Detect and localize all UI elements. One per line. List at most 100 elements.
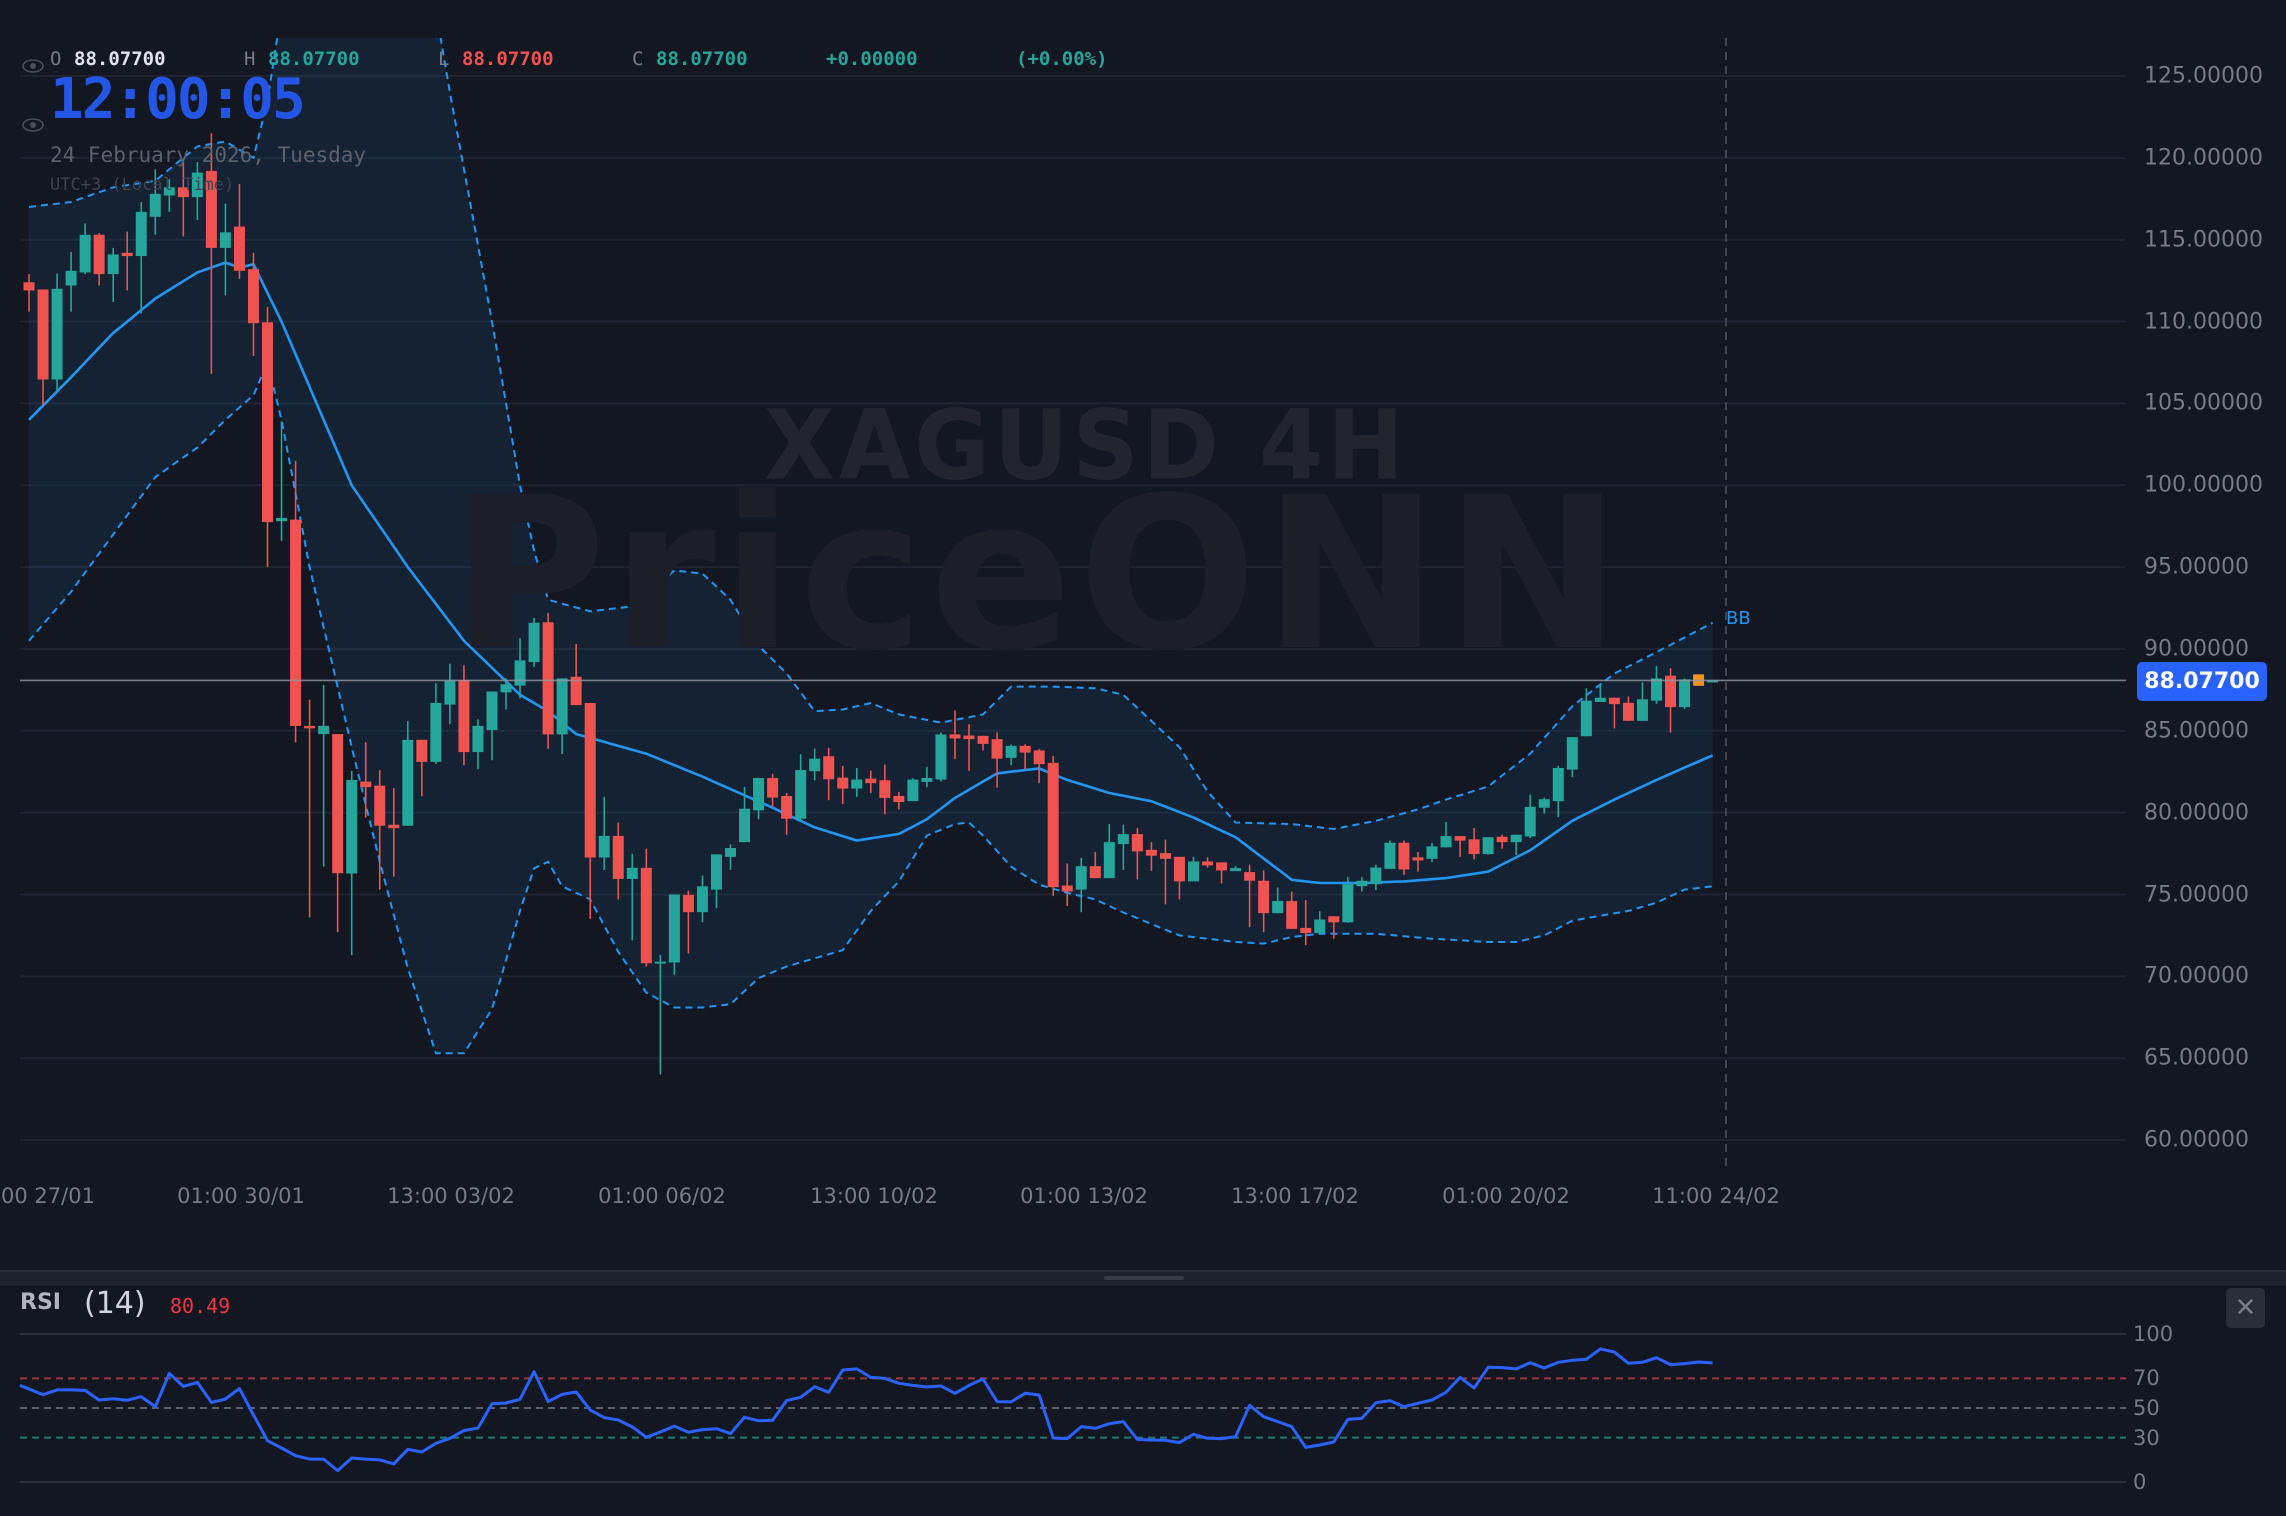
price-axis-label: 105.00000: [2144, 390, 2263, 416]
bollinger-band-fill: [29, 38, 1713, 1054]
candle: [1286, 891, 1298, 929]
pane-resize-handle[interactable]: [0, 1270, 2286, 1286]
rsi-axis-label: 50: [2133, 1396, 2160, 1420]
candle: [290, 460, 302, 743]
candle: [500, 678, 512, 710]
candle: [262, 306, 274, 568]
high-label: H: [244, 48, 256, 70]
price-axis-label: 80.00000: [2144, 800, 2249, 826]
candle: [149, 169, 161, 235]
candle: [781, 793, 793, 835]
candle: [1510, 834, 1522, 856]
candle: [458, 665, 470, 766]
candle: [668, 894, 680, 975]
open-value: 88.07700: [74, 48, 166, 70]
bollinger-bands: [28, 38, 1714, 1055]
visibility-eye-icon[interactable]: [22, 59, 44, 73]
rsi-value: 80.49: [170, 1294, 231, 1318]
candle: [1524, 794, 1536, 839]
candle: [991, 732, 1003, 788]
candle: [1131, 828, 1143, 880]
candle: [1552, 765, 1564, 818]
candle: [1398, 840, 1410, 875]
price-axis-label: 115.00000: [2144, 227, 2263, 253]
candle: [402, 720, 414, 826]
price-axis-label: 95.00000: [2144, 554, 2249, 580]
candle: [1566, 737, 1578, 778]
candle: [598, 796, 610, 870]
candle: [893, 791, 905, 810]
rsi-axis-label: 30: [2133, 1425, 2160, 1450]
candle: [612, 822, 624, 900]
candle: [1047, 755, 1059, 897]
candle: [444, 663, 456, 725]
candle: [233, 184, 245, 279]
open-label: O: [50, 48, 62, 70]
candle: [1033, 749, 1045, 784]
candle: [1482, 837, 1494, 855]
drag-grip[interactable]: [1104, 1276, 1184, 1280]
candle: [1384, 840, 1396, 869]
watermark-symbol: XAGUSD 4H: [764, 389, 1409, 502]
candle: [710, 854, 722, 909]
candle: [1244, 864, 1256, 928]
candle: [1061, 863, 1073, 906]
candle: [1622, 696, 1634, 721]
time-axis-label: 01:00 30/01: [177, 1184, 305, 1208]
bb-indicator-label[interactable]: BB: [1726, 608, 1751, 629]
candle: [1356, 877, 1368, 892]
candle: [332, 734, 344, 933]
candle: [1679, 678, 1691, 710]
clock-date: 24 February 2026, Tuesday: [50, 143, 367, 167]
rsi-axis-label: 100: [2133, 1322, 2174, 1346]
candle: [739, 786, 751, 843]
candle: [416, 739, 428, 797]
candle: [374, 770, 386, 890]
visibility-eye-icon[interactable]: [22, 118, 44, 132]
close-icon[interactable]: ✕: [2226, 1288, 2265, 1328]
candle: [1202, 857, 1214, 868]
candle: [795, 754, 807, 822]
candle: [135, 202, 147, 314]
price-axis-label: 90.00000: [2144, 636, 2249, 662]
price-axis-label: 125.00000: [2144, 63, 2263, 89]
candle: [121, 231, 133, 291]
candle: [963, 724, 975, 771]
close-value: 88.07700: [656, 48, 748, 70]
candle: [205, 133, 217, 374]
price-axis-label: 120.00000: [2144, 145, 2263, 171]
candle: [1370, 864, 1382, 891]
candle: [1580, 688, 1592, 737]
candle: [640, 848, 652, 967]
time-axis-label: 13:00 10/02: [810, 1184, 938, 1208]
clock-timezone: UTC+3 (Local Time): [50, 175, 235, 195]
candle: [219, 203, 231, 296]
candle: [65, 251, 77, 312]
change-value: +0.00000: [826, 48, 918, 70]
time-axis-label: 01:00 06/02: [598, 1184, 726, 1208]
close-label: C: [632, 48, 644, 70]
candle: [1103, 824, 1115, 879]
candle: [472, 719, 484, 770]
candle: [1019, 744, 1031, 770]
candle: [528, 617, 540, 667]
candlestick-series: [23, 133, 1719, 1075]
candle: [1230, 866, 1242, 872]
price-axis-label: 65.00000: [2144, 1045, 2249, 1071]
price-axis-label: 75.00000: [2144, 882, 2249, 907]
change-percent: (+0.00%): [1016, 48, 1108, 70]
rsi-plot: [19, 1333, 2126, 1483]
time-axis-label: 11:00 24/02: [1652, 1184, 1780, 1208]
candle: [879, 764, 891, 815]
candle: [654, 955, 666, 1075]
candle: [430, 683, 442, 764]
candle: [1496, 834, 1508, 849]
candle: [304, 699, 316, 918]
candle: [1300, 900, 1312, 946]
candle: [907, 778, 919, 802]
candle: [360, 742, 372, 818]
time-axis-label: 13:00 03/02: [387, 1184, 515, 1208]
clock-time: 12:00:05: [50, 67, 306, 132]
candle: [1454, 836, 1466, 857]
